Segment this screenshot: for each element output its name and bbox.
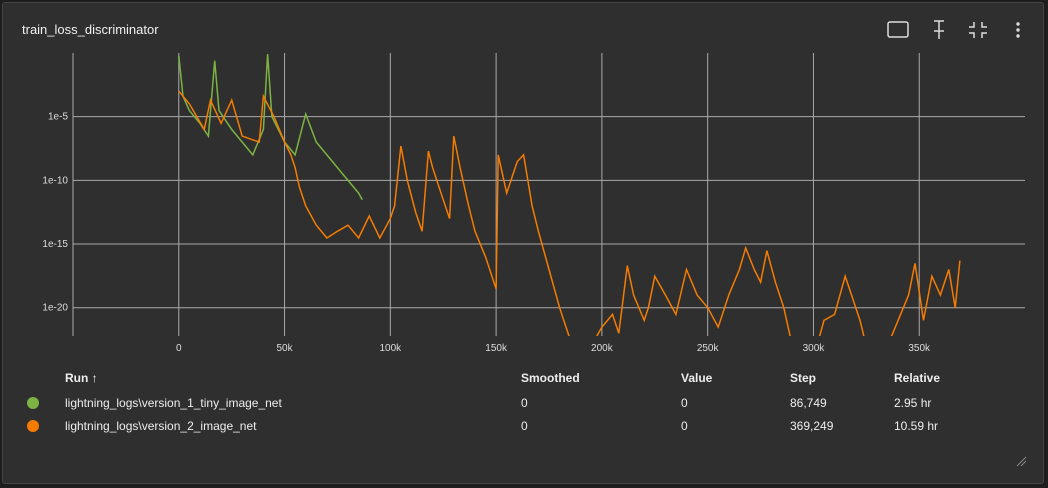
run-name: lightning_logs\version_2_image_net	[65, 419, 257, 433]
x-tick-label: 50k	[276, 343, 293, 354]
cell: 0	[681, 396, 688, 410]
cell: 0	[521, 396, 528, 410]
column-header: Relative	[894, 371, 941, 385]
cell: 2.95 hr	[894, 396, 932, 410]
cell: 10.59 hr	[894, 419, 939, 433]
cell: 369,249	[790, 419, 834, 433]
pin-button[interactable]	[934, 20, 944, 39]
menu-button[interactable]	[1016, 22, 1020, 38]
x-tick-label: 200k	[591, 343, 614, 354]
cell: 86,749	[790, 396, 827, 410]
run-color	[27, 420, 39, 432]
cell: 0	[681, 419, 688, 433]
series-line	[178, 54, 363, 201]
run-name: lightning_logs\version_1_tiny_image_net	[65, 396, 282, 410]
x-tick-label: 0	[176, 343, 182, 354]
column-header: Step	[790, 371, 817, 385]
x-tick-label: 300k	[803, 343, 826, 354]
y-tick-label: 1e-15	[42, 239, 68, 250]
column-header: Value	[681, 371, 713, 385]
chart: 0 50k 100k 150k 200k 250k 300k 350k 1e-5 1e-10 1e-…	[42, 53, 1025, 354]
run-color	[27, 397, 39, 409]
collapse-button[interactable]	[969, 22, 987, 38]
card-title: train_loss_discriminator	[22, 22, 159, 37]
x-tick-label: 150k	[485, 343, 508, 354]
resize-handle[interactable]	[1015, 455, 1027, 467]
x-tick-label: 250k	[697, 343, 720, 354]
series-line	[178, 90, 961, 336]
toolbar	[887, 20, 1020, 39]
column-header: Run ↑	[65, 371, 98, 385]
cell: 0	[521, 419, 528, 433]
y-tick-label: 1e-10	[42, 175, 68, 186]
fullscreen-button[interactable]	[887, 21, 909, 38]
column-header: Smoothed	[521, 371, 580, 385]
y-tick-label: 1e-5	[48, 112, 68, 123]
x-tick-label: 350k	[908, 343, 931, 354]
y-tick-label: 1e-20	[42, 303, 68, 314]
x-tick-label: 100k	[379, 343, 402, 354]
